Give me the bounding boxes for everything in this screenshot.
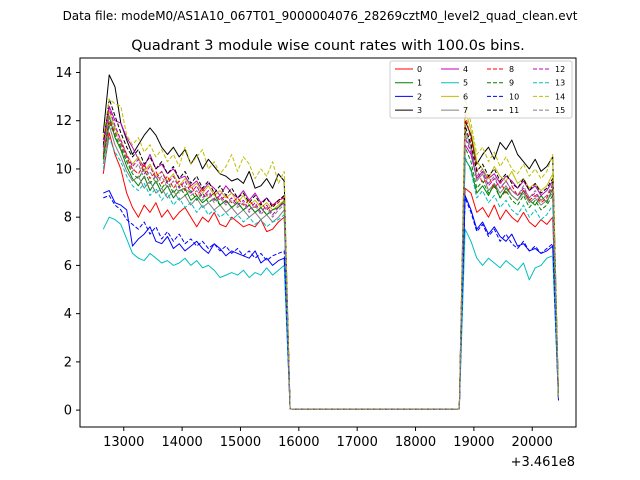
- legend-label-11: 11: [509, 106, 519, 115]
- x-tick-label: 18000: [395, 435, 436, 450]
- legend-label-5: 5: [463, 79, 468, 88]
- legend-label-6: 6: [463, 92, 468, 101]
- y-tick-label: 4: [64, 307, 72, 322]
- legend-label-9: 9: [509, 79, 514, 88]
- chart-title: Quadrant 3 module wise count rates with …: [131, 38, 525, 54]
- x-tick-label: 14000: [161, 435, 202, 450]
- series-line-11: [102, 98, 559, 410]
- x-tick-label: 16000: [278, 435, 319, 450]
- legend-label-4: 4: [463, 65, 468, 74]
- legend-label-14: 14: [555, 92, 565, 101]
- axes-ticks: 13000 14000 15000 16000 17000 18000 19000 20000…: [55, 66, 552, 450]
- x-offset-label: +3.461e8: [511, 455, 575, 470]
- figure-suptitle: Data file: modeM0/AS1A10_067T01_90000040…: [63, 9, 578, 23]
- y-tick-label: 6: [64, 259, 72, 274]
- x-tick-label: 20000: [512, 435, 553, 450]
- legend-label-12: 12: [555, 65, 565, 74]
- y-tick-label: 0: [64, 404, 72, 419]
- legend-label-8: 8: [509, 65, 514, 74]
- y-tick-label: 2: [64, 355, 72, 370]
- legend-label-2: 2: [417, 92, 422, 101]
- legend-box: [389, 60, 573, 119]
- legend-label-10: 10: [509, 92, 519, 101]
- x-tick-label: 13000: [103, 435, 144, 450]
- series-lines: [102, 74, 559, 410]
- legend-label-15: 15: [555, 106, 565, 115]
- x-tick-label: 19000: [453, 435, 494, 450]
- series-line-14: [102, 98, 559, 410]
- legend-label-13: 13: [555, 79, 565, 88]
- x-tick-label: 15000: [220, 435, 261, 450]
- y-tick-label: 12: [55, 114, 72, 129]
- y-tick-label: 14: [55, 66, 72, 81]
- legend-label-1: 1: [417, 79, 422, 88]
- series-line-15: [102, 115, 559, 410]
- legend-label-0: 0: [417, 65, 422, 74]
- plot-frame: [79, 57, 577, 428]
- y-tick-label: 10: [55, 162, 72, 177]
- y-tick-label: 8: [64, 211, 72, 226]
- legend-label-7: 7: [463, 106, 468, 115]
- legend-label-3: 3: [417, 106, 422, 115]
- x-tick-label: 17000: [336, 435, 377, 450]
